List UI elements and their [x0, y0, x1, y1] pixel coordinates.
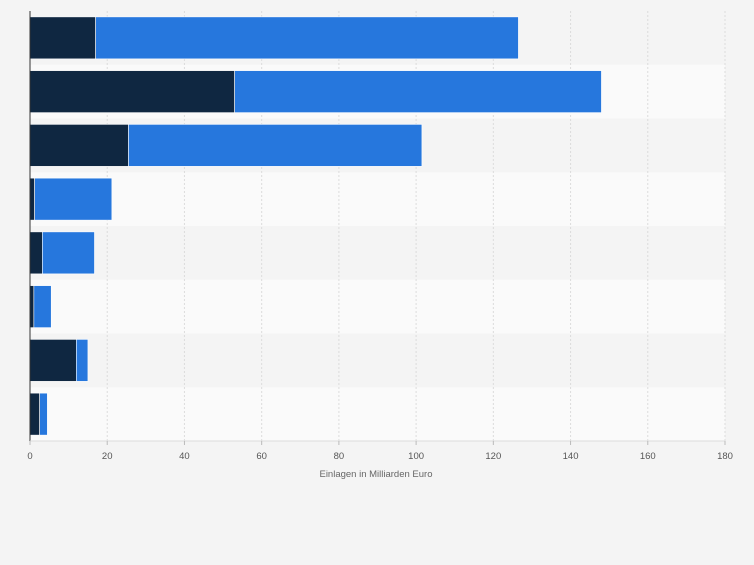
x-tick-label: 80 — [334, 451, 345, 462]
bar-row6-series1 — [29, 285, 35, 328]
row-band — [30, 387, 725, 441]
x-tick-label: 20 — [102, 451, 113, 462]
row-bands — [30, 11, 725, 441]
bar-row1-series1 — [29, 16, 96, 60]
x-axis-label: Einlagen in Milliarden Euro — [319, 469, 432, 480]
bar-row4-series1 — [29, 177, 35, 221]
x-tick-label: 140 — [563, 451, 579, 462]
bar-row3-series1 — [29, 124, 129, 167]
x-tick-label: 160 — [640, 451, 656, 462]
row-band — [30, 279, 725, 334]
bars — [29, 16, 602, 436]
bar-row3-series2 — [128, 124, 423, 167]
x-tick-label: 40 — [179, 451, 190, 462]
bar-row5-series2 — [42, 231, 95, 275]
bar-row1-series2 — [95, 16, 519, 60]
x-axis: 0 20 40 60 80 100 120 140 160 180 — [27, 11, 733, 462]
x-tick-label: 120 — [485, 451, 501, 462]
x-tick-label: 180 — [717, 451, 733, 462]
bar-row8-series1 — [29, 392, 40, 436]
row-band — [30, 172, 725, 226]
x-tick-label: 0 — [27, 451, 32, 462]
bar-row2-series2 — [234, 70, 602, 113]
bar-row5-series1 — [29, 231, 43, 275]
row-band — [30, 226, 725, 280]
bar-row2-series1 — [29, 70, 235, 113]
bar-row7-series1 — [29, 339, 77, 382]
bar-row8-series2 — [39, 392, 48, 436]
row-band — [30, 333, 725, 388]
bar-row4-series2 — [34, 177, 113, 221]
bar-row7-series2 — [76, 339, 89, 382]
x-tick-label: 100 — [408, 451, 424, 462]
x-tick-label: 60 — [256, 451, 267, 462]
bar-row6-series2 — [33, 285, 52, 328]
